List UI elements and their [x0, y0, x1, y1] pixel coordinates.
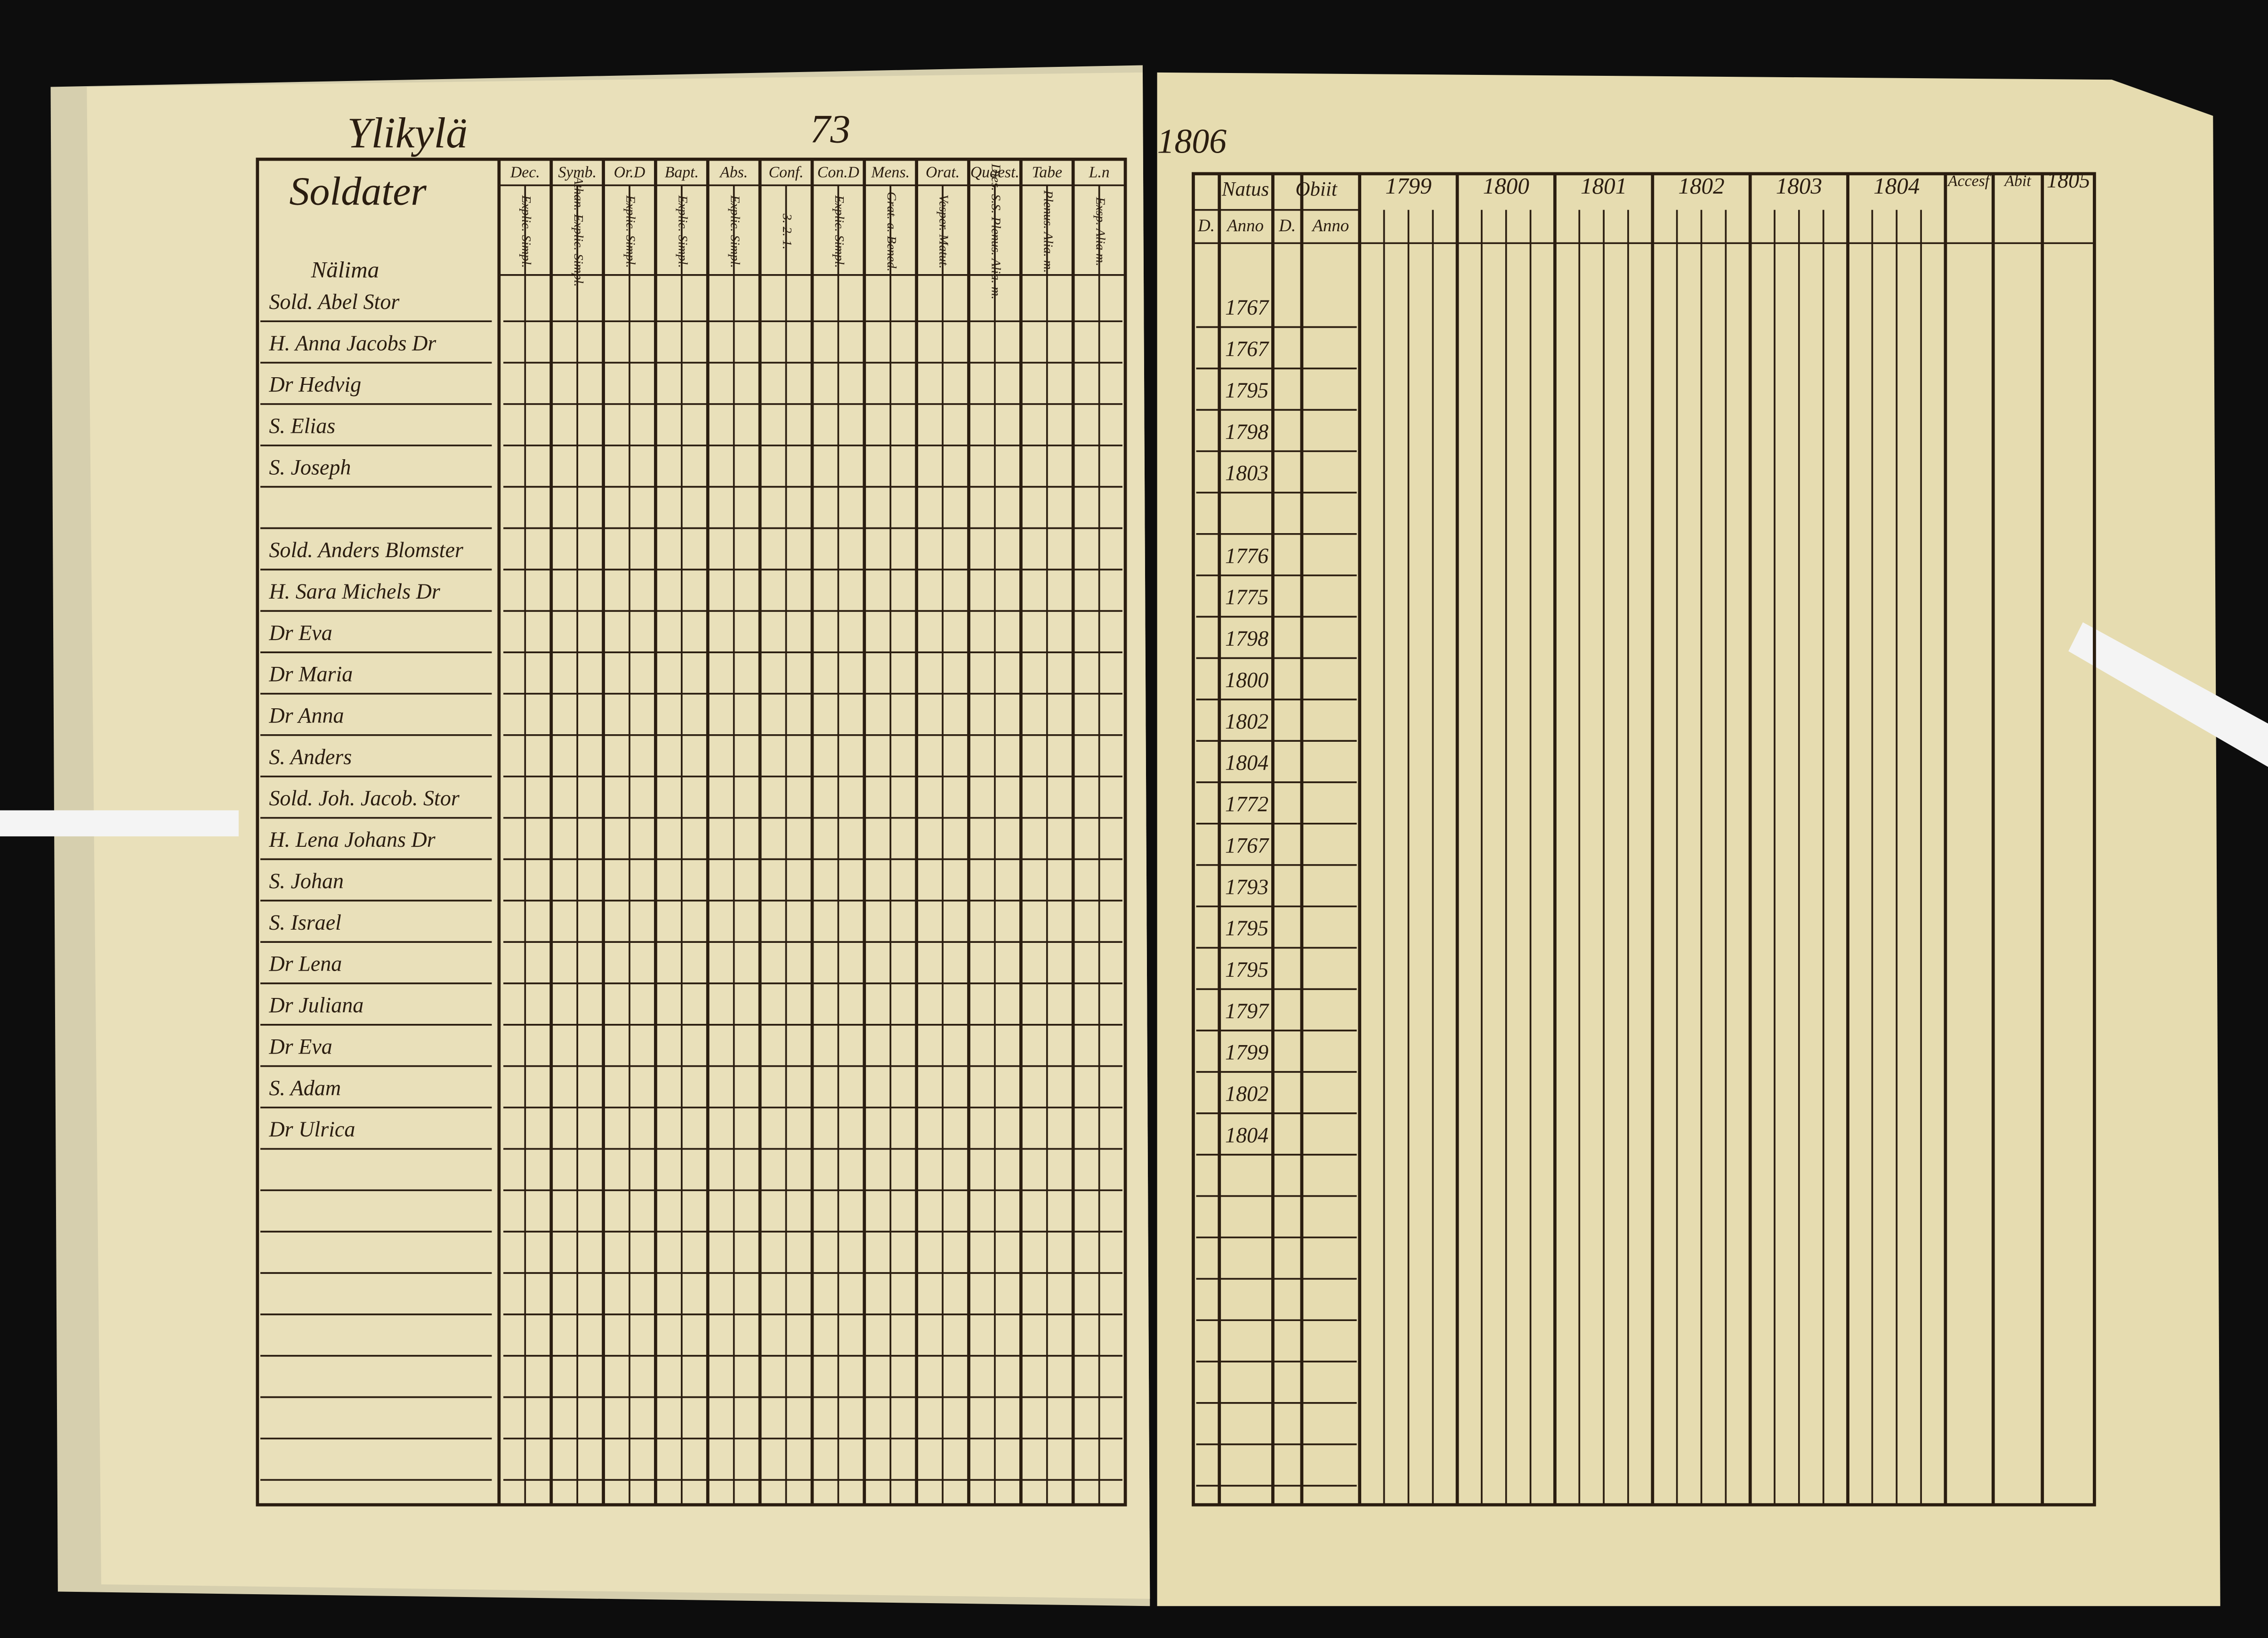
column-subheader: Explic. Simpl.	[519, 195, 534, 268]
birth-year: 1800	[1225, 668, 1268, 692]
person-name: S. Johan	[269, 869, 344, 893]
birth-year: 1798	[1225, 626, 1268, 650]
person-name: Sold. Joh. Jacob. Stor	[269, 786, 460, 810]
person-name: Dr Hedvig	[268, 373, 361, 397]
year-header: 1801	[1581, 173, 1627, 199]
left-title: Ylikylä	[347, 109, 468, 157]
name-header: Soldater	[289, 169, 427, 214]
left-page-number: 73	[810, 106, 850, 152]
accessit-header: Accesf	[1947, 172, 1992, 190]
person-name: S. Israel	[269, 910, 341, 934]
birth-year: 1767	[1225, 337, 1269, 361]
person-name: H. Sara Michels Dr	[268, 579, 441, 603]
column-subheader: Explic. Simpl.	[676, 195, 690, 268]
column-subheader: Vesper. Matut.	[937, 195, 952, 268]
person-name: H. Lena Johans Dr	[268, 827, 436, 851]
birth-year: 1775	[1225, 585, 1268, 609]
birth-year: 1802	[1225, 709, 1268, 733]
column-header: Quaest.	[970, 164, 1019, 181]
year-header: 1800	[1483, 173, 1529, 199]
right-page	[1157, 72, 2220, 1606]
column-header: Conf.	[768, 164, 803, 181]
person-name: Sold. Anders Blomster	[269, 538, 464, 562]
right-page-number: 1806	[1157, 122, 1227, 160]
person-name: S. Joseph	[269, 455, 351, 479]
column-header: Dec.	[510, 164, 540, 181]
birth-year: 1795	[1225, 957, 1268, 981]
column-subheader: Explic. Simpl.	[624, 195, 638, 268]
column-subheader: Athan. Explic. Simpl.	[572, 176, 586, 287]
abiit-header: Abit	[2003, 172, 2032, 190]
column-subheader: Grat. a. Bened.	[885, 192, 899, 272]
column-subheader: Explic. Simpl.	[728, 195, 743, 268]
column-subheader: Explic. Simpl.	[832, 195, 847, 268]
bookmark-right	[2068, 622, 2268, 767]
birth-year: 1803	[1225, 461, 1268, 485]
column-subheader: 3. 2. 1.	[780, 213, 795, 250]
person-name: Dr Anna	[268, 704, 344, 728]
birth-year: 1799	[1225, 1040, 1268, 1064]
person-name: S. Elias	[269, 414, 335, 438]
person-name: Sold. Abel Stor	[269, 290, 400, 314]
extra-year: 1805	[2047, 168, 2090, 192]
person-name: H. Anna Jacobs Dr	[268, 331, 436, 355]
birth-year: 1776	[1225, 543, 1268, 568]
year-header: 1803	[1776, 173, 1822, 199]
person-name: Dr Lena	[268, 952, 342, 976]
year-header: 1802	[1678, 173, 1724, 199]
column-header: Mens.	[871, 164, 910, 181]
birth-year: 1798	[1225, 420, 1268, 444]
person-name: S. Adam	[269, 1076, 341, 1100]
column-header: Tabe	[1032, 164, 1062, 181]
birth-year: 1795	[1225, 916, 1268, 940]
birth-year: 1804	[1225, 1123, 1268, 1147]
birth-year: 1804	[1225, 751, 1268, 775]
column-subheader: Dies. S.S. Plenus. Alia. m.	[989, 163, 1004, 300]
column-header: L.n	[1089, 164, 1110, 181]
column-header: Symb.	[558, 164, 597, 181]
column-header: Bapt.	[665, 164, 699, 181]
left-table-frame	[256, 157, 1127, 1507]
column-header: Abs.	[719, 164, 748, 181]
person-name: Dr Eva	[268, 621, 332, 645]
birth-year: 1767	[1225, 833, 1269, 857]
left-page	[87, 72, 1150, 1599]
person-name: Dr Maria	[268, 662, 353, 686]
column-subheader: Plenus. Alia. m.	[1041, 190, 1056, 273]
birth-year: 1793	[1225, 875, 1268, 899]
natus-header: Natus	[1221, 178, 1269, 201]
person-name: Dr Eva	[268, 1034, 332, 1058]
birth-year: 1795	[1225, 378, 1268, 402]
person-name: Dr Juliana	[268, 993, 363, 1017]
column-subheader: Exsp. Alia m.	[1093, 196, 1108, 266]
person-name: S. Anders	[269, 745, 352, 769]
column-header: Orat.	[926, 164, 960, 181]
right-table-frame	[1192, 172, 2096, 1507]
birth-year: 1802	[1225, 1082, 1268, 1106]
subheader: D.	[1197, 216, 1215, 235]
birth-year: 1767	[1225, 295, 1269, 319]
obiit-header: Obiit	[1295, 178, 1337, 201]
subheader: D.	[1278, 216, 1296, 235]
column-header: Or.D	[614, 164, 646, 181]
birth-year: 1797	[1225, 999, 1269, 1023]
village: Nälima	[310, 257, 379, 283]
birth-year: 1772	[1225, 792, 1268, 816]
person-name: Dr Ulrica	[268, 1117, 355, 1141]
bookmark-left	[0, 810, 239, 836]
subheader: Anno	[1311, 216, 1349, 235]
year-header: 1804	[1873, 173, 1920, 199]
year-header: 1799	[1385, 173, 1431, 199]
subheader: Anno	[1226, 216, 1264, 235]
column-header: Con.D	[817, 164, 859, 181]
